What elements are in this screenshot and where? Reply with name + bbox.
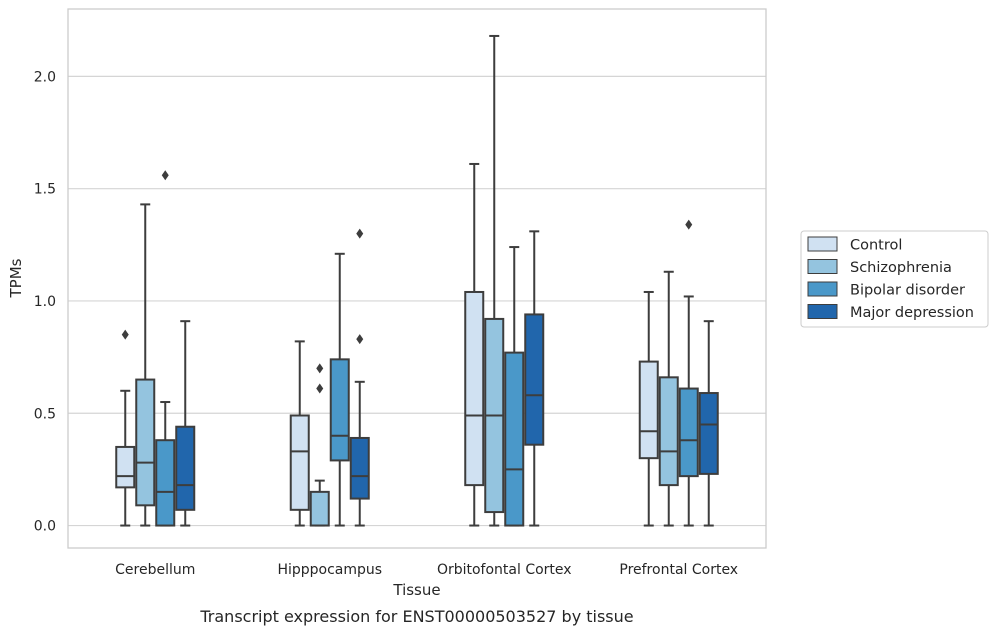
legend: Control Schizophrenia Bipolar disorder Majo… [800, 230, 989, 328]
y-tick-label: 1.5 [34, 182, 56, 198]
outlier-point [121, 329, 129, 340]
box-iqr [135, 378, 156, 507]
box [329, 252, 350, 527]
box [638, 290, 659, 527]
box-iqr [309, 490, 330, 527]
box-iqr [175, 425, 196, 511]
box-iqr [524, 313, 545, 446]
box [289, 340, 310, 527]
y-axis-label: TPMs [7, 258, 25, 298]
box-series [115, 34, 719, 527]
box-iqr [155, 439, 176, 527]
box [698, 320, 719, 527]
outlier-point [316, 383, 324, 394]
outlier-point [356, 334, 364, 345]
outlier-point [356, 228, 364, 239]
x-tick-label: Cerebellum [115, 562, 195, 578]
y-tick-label: 2.0 [34, 69, 56, 85]
y-tick-label: 0.5 [34, 406, 56, 422]
box [175, 320, 196, 527]
legend-swatch [807, 281, 838, 297]
box-iqr [464, 290, 485, 487]
box-iqr [638, 360, 659, 460]
box [155, 170, 176, 527]
box [464, 162, 485, 527]
box [658, 270, 679, 527]
x-axis-label: Tissue [392, 581, 440, 599]
box-iqr [698, 392, 719, 475]
x-tick-label: Orbitofontal Cortex [437, 562, 572, 578]
box-iqr [349, 436, 370, 500]
box [678, 219, 699, 527]
x-axis: Cerebellum Hipppocampus Orbitofontal Corte… [115, 562, 738, 578]
x-tick-label: Prefrontal Cortex [619, 562, 738, 578]
chart-caption: Transcript expression for ENST0000050352… [199, 607, 633, 626]
box [349, 228, 370, 527]
plot-frame [67, 8, 767, 549]
box-iqr [504, 351, 525, 527]
box-iqr [678, 387, 699, 478]
legend-frame [800, 230, 989, 328]
box [309, 363, 330, 527]
y-tick-label: 1.0 [34, 294, 56, 310]
outlier-point [161, 170, 169, 181]
outlier-point [316, 363, 324, 374]
legend-label: Bipolar disorder [850, 283, 965, 299]
legend-swatch [807, 304, 838, 319]
outlier-point [685, 219, 693, 230]
box [135, 203, 156, 527]
x-tick-label: Hipppocampus [277, 562, 382, 578]
box-iqr [289, 414, 310, 511]
legend-label: Schizophrenia [850, 260, 952, 276]
box-iqr [115, 445, 136, 489]
legend-label: Control [850, 238, 902, 254]
box-iqr [658, 376, 679, 487]
legend-swatch [807, 236, 838, 252]
legend-swatch [807, 259, 838, 274]
box [484, 34, 505, 527]
y-tick-label: 0.0 [34, 519, 56, 535]
legend-label: Major depression [850, 305, 974, 321]
box-iqr [329, 358, 350, 462]
box [504, 246, 525, 527]
y-axis: 0.0 0.5 1.0 1.5 2.0 [34, 69, 56, 534]
box [524, 230, 545, 527]
box [115, 329, 136, 527]
